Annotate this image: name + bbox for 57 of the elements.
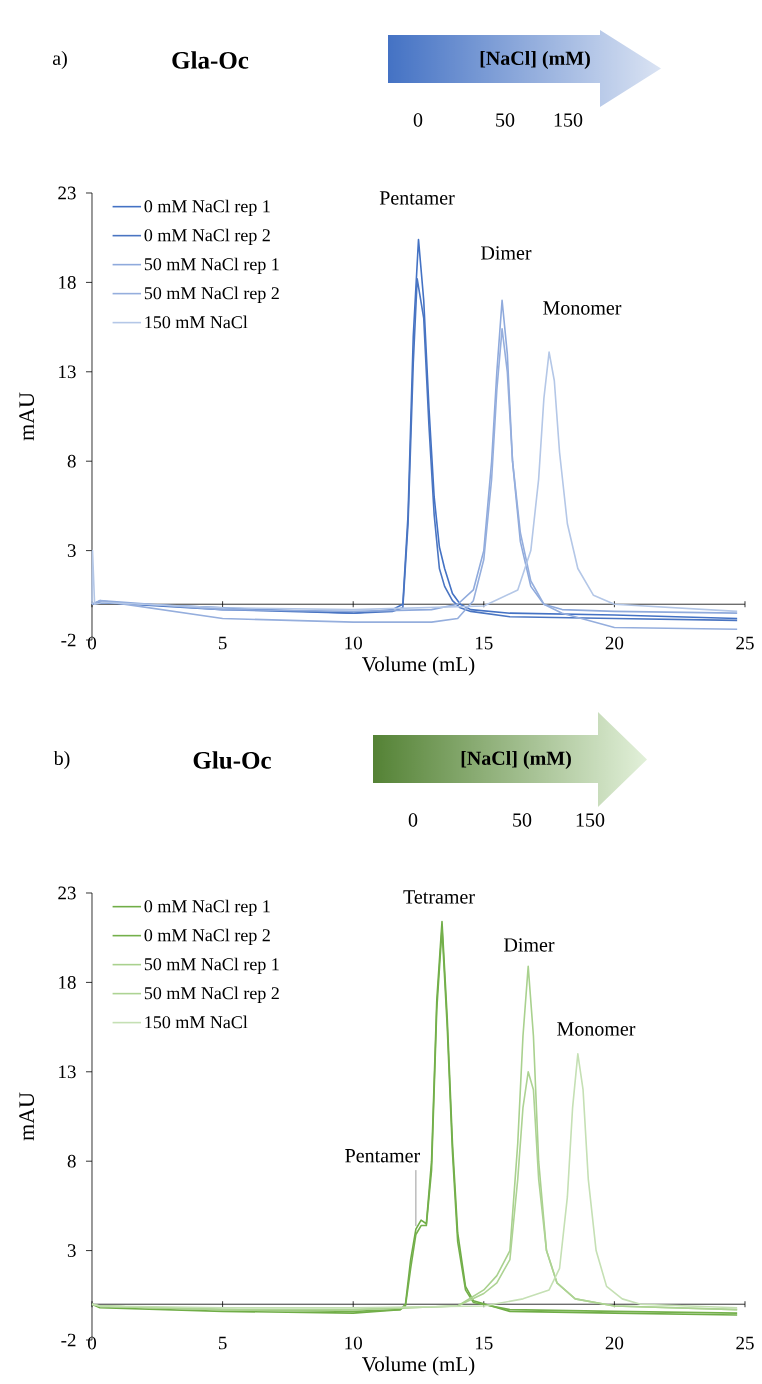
legend-label: 50 mM NaCl rep 1 <box>144 957 279 974</box>
y-tick-label: 13 <box>59 365 76 379</box>
text: 50 <box>496 113 515 127</box>
text: [NaCl] (mM) <box>480 50 590 70</box>
annotation: Monomer <box>543 301 622 315</box>
x-tick-label: 25 <box>736 1336 754 1350</box>
legend-label: 0 mM NaCl rep 2 <box>144 928 270 945</box>
x-axis-title: Volume (mL) <box>362 656 475 676</box>
y-tick-label: 8 <box>67 454 76 468</box>
chart-title: Glu-Oc <box>193 751 271 769</box>
legend-label: 50 mM NaCl rep 1 <box>144 257 279 274</box>
chart-title: Gla-Oc <box>172 51 249 69</box>
annotation: Dimer <box>504 938 555 952</box>
y-tick-label: 3 <box>67 1244 76 1257</box>
y-axis-title: mAU <box>19 1092 35 1141</box>
x-tick-label: 0 <box>87 636 97 650</box>
y-tick-label: 23 <box>58 186 76 200</box>
x-axis-title: Volume (mL) <box>362 1356 475 1376</box>
legend-label: 150 mM NaCl <box>145 315 248 329</box>
legend-label: 0 mM NaCl rep 1 <box>144 199 270 216</box>
x-tick-label: 5 <box>218 1336 227 1350</box>
annotation: Monomer <box>557 1022 636 1036</box>
text: [NaCl] (mM) <box>461 750 571 770</box>
text: 0 <box>413 113 423 127</box>
x-tick-label: 5 <box>218 636 227 650</box>
x-tick-label: 15 <box>475 1336 493 1350</box>
y-tick-label: -2 <box>61 633 76 647</box>
y-tick-label: 3 <box>67 544 76 557</box>
annotation: Pentamer <box>345 1149 420 1163</box>
y-tick-label: 8 <box>67 1154 76 1168</box>
y-tick-label: -2 <box>61 1333 76 1347</box>
x-tick-label: 0 <box>87 1336 97 1350</box>
x-tick-label: 25 <box>736 636 754 650</box>
legend-label: 0 mM NaCl rep 2 <box>144 228 270 245</box>
y-tick-label: 18 <box>59 975 76 989</box>
text: a) <box>52 50 67 70</box>
text: 0 <box>408 813 418 827</box>
annotation: Pentamer <box>379 191 455 205</box>
text: b) <box>53 750 70 770</box>
legend-label: 50 mM NaCl rep 2 <box>144 986 279 1003</box>
text: 150 <box>576 813 605 827</box>
x-tick-label: 10 <box>345 1336 362 1350</box>
annotation: Tetramer <box>403 890 475 904</box>
x-tick-label: 15 <box>475 636 493 650</box>
y-tick-label: 13 <box>59 1065 76 1079</box>
x-tick-label: 20 <box>605 1336 624 1350</box>
legend-label: 0 mM NaCl rep 1 <box>144 899 270 916</box>
text: 50 <box>513 813 532 827</box>
y-tick-label: 18 <box>59 275 76 289</box>
annotation: Dimer <box>481 246 532 260</box>
legend-label: 150 mM NaCl <box>145 1015 248 1029</box>
legend-label: 50 mM NaCl rep 2 <box>144 286 279 303</box>
text: 150 <box>554 113 583 127</box>
y-tick-label: 23 <box>58 886 76 900</box>
x-tick-label: 20 <box>605 636 624 650</box>
x-tick-label: 10 <box>345 636 362 650</box>
y-axis-title: mAU <box>19 392 35 441</box>
